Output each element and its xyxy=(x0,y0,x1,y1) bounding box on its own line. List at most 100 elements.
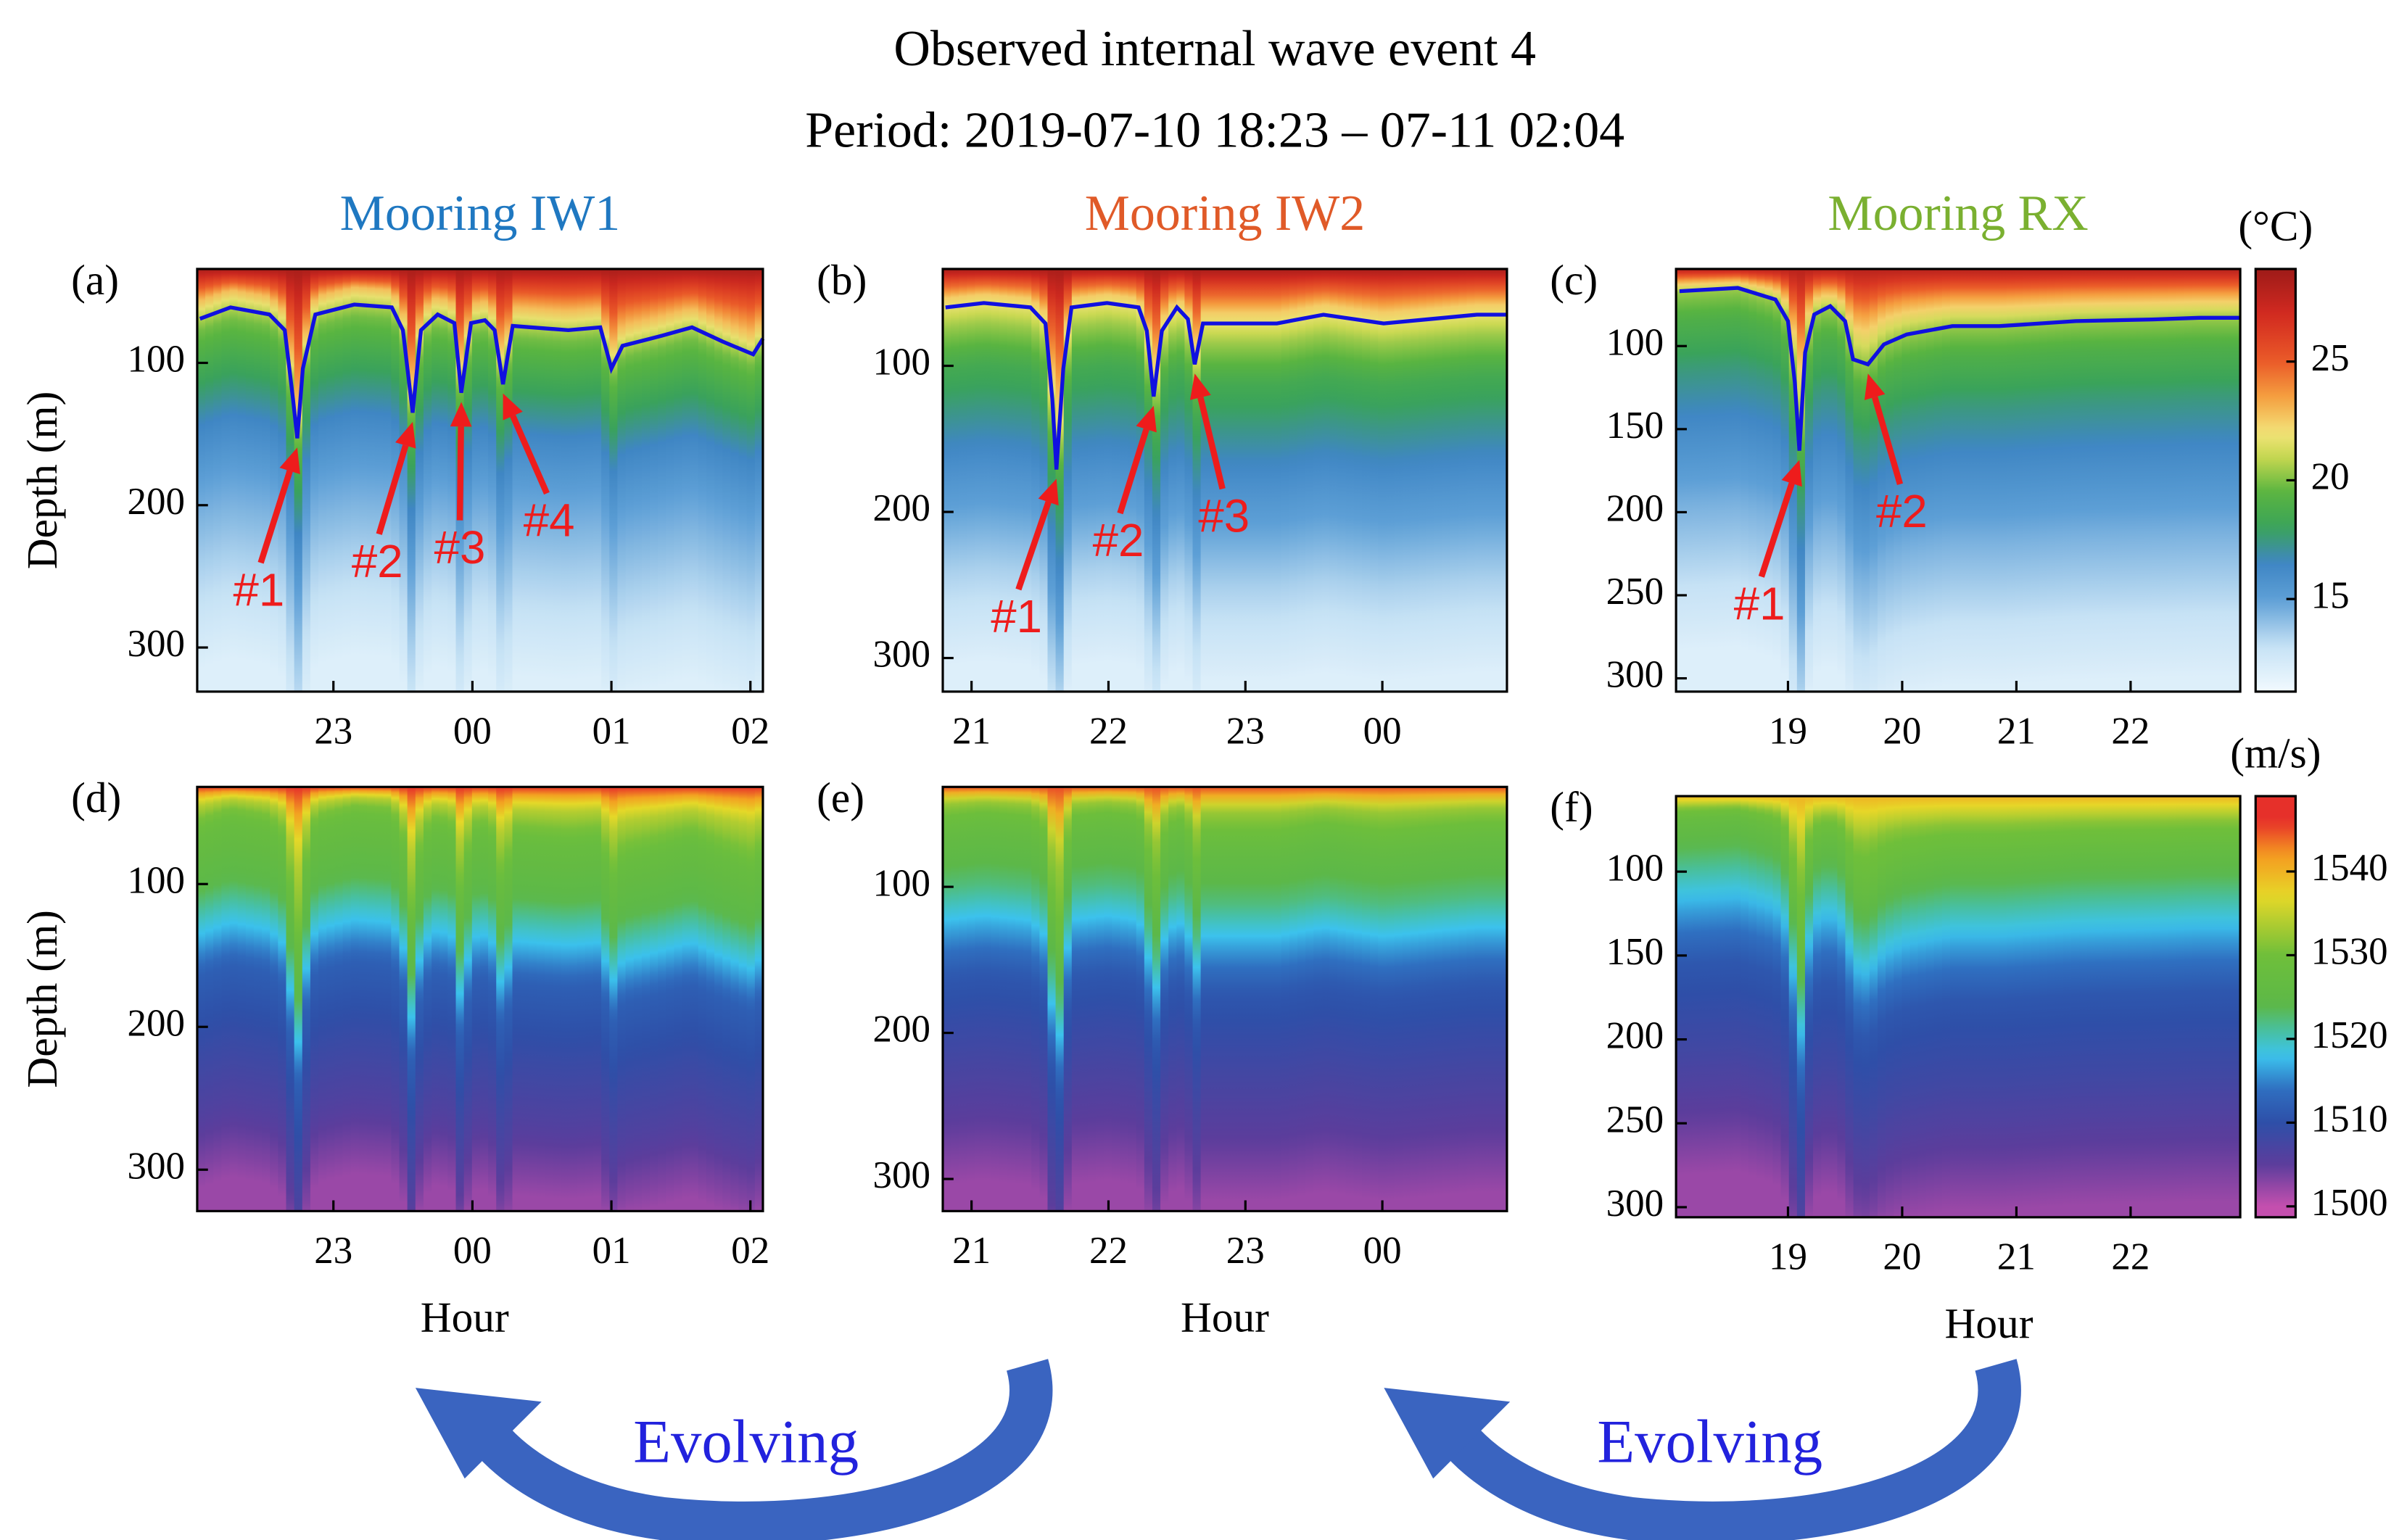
heatmap-strip xyxy=(479,787,490,1212)
x-tick-label: 23 xyxy=(1226,1230,1265,1272)
heatmap-strip xyxy=(609,268,619,692)
heatmap-strip xyxy=(2070,268,2081,692)
heatmap-strip xyxy=(754,787,764,1212)
heatmap-strip xyxy=(1498,787,1508,1212)
heatmap-strip xyxy=(2143,268,2153,692)
heatmap-strip xyxy=(432,268,441,692)
x-axis-label: Hour xyxy=(421,1293,509,1341)
heatmap-strip xyxy=(383,268,392,692)
x-tick-label: 20 xyxy=(1883,1235,1921,1278)
heatmap-strip xyxy=(1289,787,1299,1212)
heatmap-strip xyxy=(1974,268,1983,692)
evolving-arrow xyxy=(415,1359,2021,1540)
heatmap-strip xyxy=(1233,787,1242,1212)
heatmap-strip xyxy=(318,787,328,1212)
heatmap-strip xyxy=(1241,268,1250,692)
panel-label: (b) xyxy=(817,256,867,304)
heatmap-strip xyxy=(1055,268,1065,692)
heatmap-strip xyxy=(1982,268,1991,692)
heatmap-strip xyxy=(1208,787,1218,1212)
panel-label: (f) xyxy=(1550,783,1593,831)
y-tick-label: 100 xyxy=(127,859,184,901)
heatmap-strip xyxy=(1990,268,1999,692)
heatmap-strip xyxy=(2014,268,2024,692)
heatmap-strip xyxy=(1780,796,1790,1217)
heatmap-strip xyxy=(1692,796,1701,1217)
heatmap-strip xyxy=(1829,796,1838,1217)
heatmap-strip xyxy=(1031,268,1041,692)
x-tick-label: 01 xyxy=(592,710,631,752)
annotation-arrow xyxy=(1197,397,1226,490)
heatmap-strip xyxy=(326,787,336,1212)
heatmap-strip xyxy=(2023,796,2032,1217)
heatmap-strip xyxy=(1104,787,1113,1212)
annotation-label: #1 xyxy=(1734,579,1785,630)
heatmap-strip xyxy=(2231,796,2242,1217)
annotation-arrow xyxy=(257,470,293,564)
heatmap-strip xyxy=(1450,268,1460,692)
heatmap-strip xyxy=(229,787,239,1212)
evolving-label: Evolving xyxy=(633,1407,859,1475)
heatmap-strip xyxy=(975,268,984,692)
heatmap-strip xyxy=(1370,268,1379,692)
colorbar xyxy=(2254,795,2297,1219)
annotation-arrowhead xyxy=(279,447,300,475)
heatmap-strip xyxy=(366,268,376,692)
y-tick-label: 100 xyxy=(873,341,930,384)
heatmap-strip xyxy=(714,787,724,1212)
heatmap-strip xyxy=(1490,787,1500,1212)
heatmap-strip xyxy=(2135,796,2144,1217)
heatmap-strip xyxy=(1394,268,1403,692)
heatmap-strip xyxy=(658,268,667,692)
heatmap-strip xyxy=(2192,796,2201,1217)
annotation-label: #3 xyxy=(434,522,486,574)
annotation-arrow xyxy=(1872,396,1904,486)
heatmap-strip xyxy=(1305,787,1315,1212)
heatmap-strip xyxy=(1120,787,1129,1212)
heatmap-strip xyxy=(1297,268,1307,692)
heatmap-strip xyxy=(592,787,603,1212)
colorbar-unit: (m/s) xyxy=(2230,729,2321,777)
heatmap-strip xyxy=(1200,787,1210,1212)
heatmap-strip xyxy=(2039,796,2048,1217)
heatmap-strip xyxy=(1684,796,1693,1217)
heatmap-strip xyxy=(592,268,603,692)
heatmap-strip xyxy=(504,268,513,692)
heatmap-strip xyxy=(245,268,255,692)
heatmap-strip xyxy=(1031,787,1041,1212)
heatmap-strip xyxy=(1829,268,1838,692)
heatmap-strip xyxy=(633,268,643,692)
heatmap-strip xyxy=(253,268,263,692)
heatmap-strip xyxy=(1257,268,1266,692)
heatmap-strip xyxy=(1265,268,1274,692)
heatmap-strip xyxy=(1152,787,1162,1212)
x-tick-label: 19 xyxy=(1769,710,1807,752)
colorbar-tick-label: 1520 xyxy=(2311,1014,2388,1056)
heatmap-strip xyxy=(2184,796,2193,1217)
x-tick-label: 22 xyxy=(2111,1235,2150,1278)
heatmap-strip xyxy=(2095,268,2105,692)
heatmap-strip xyxy=(1023,787,1033,1212)
heatmap-strip xyxy=(1063,268,1073,692)
heatmap-strip xyxy=(1724,268,1734,692)
heatmap-strip xyxy=(553,268,562,692)
heatmap-strip xyxy=(447,787,457,1212)
heatmap-strip xyxy=(520,787,530,1212)
heatmap-strip xyxy=(302,268,312,692)
x-tick-label: 02 xyxy=(731,710,769,752)
plot-frame xyxy=(1675,268,2242,693)
heatmap-strip xyxy=(1273,268,1283,692)
heatmap-strip xyxy=(1700,268,1709,692)
heatmap-strip xyxy=(496,787,505,1212)
heatmap-strip xyxy=(2192,268,2201,692)
arrow-head xyxy=(415,1388,542,1479)
heatmap-strip xyxy=(383,787,392,1212)
heatmap-strip xyxy=(2143,796,2153,1217)
isotherm-line xyxy=(1679,286,2241,451)
heatmap-strip xyxy=(1071,787,1081,1212)
heatmap-strip xyxy=(253,787,263,1212)
x-axis-label: Hour xyxy=(1945,1299,2033,1347)
heatmap-strip xyxy=(1015,787,1025,1212)
heatmap-strip xyxy=(488,268,497,692)
annotation-arrow xyxy=(510,415,550,495)
